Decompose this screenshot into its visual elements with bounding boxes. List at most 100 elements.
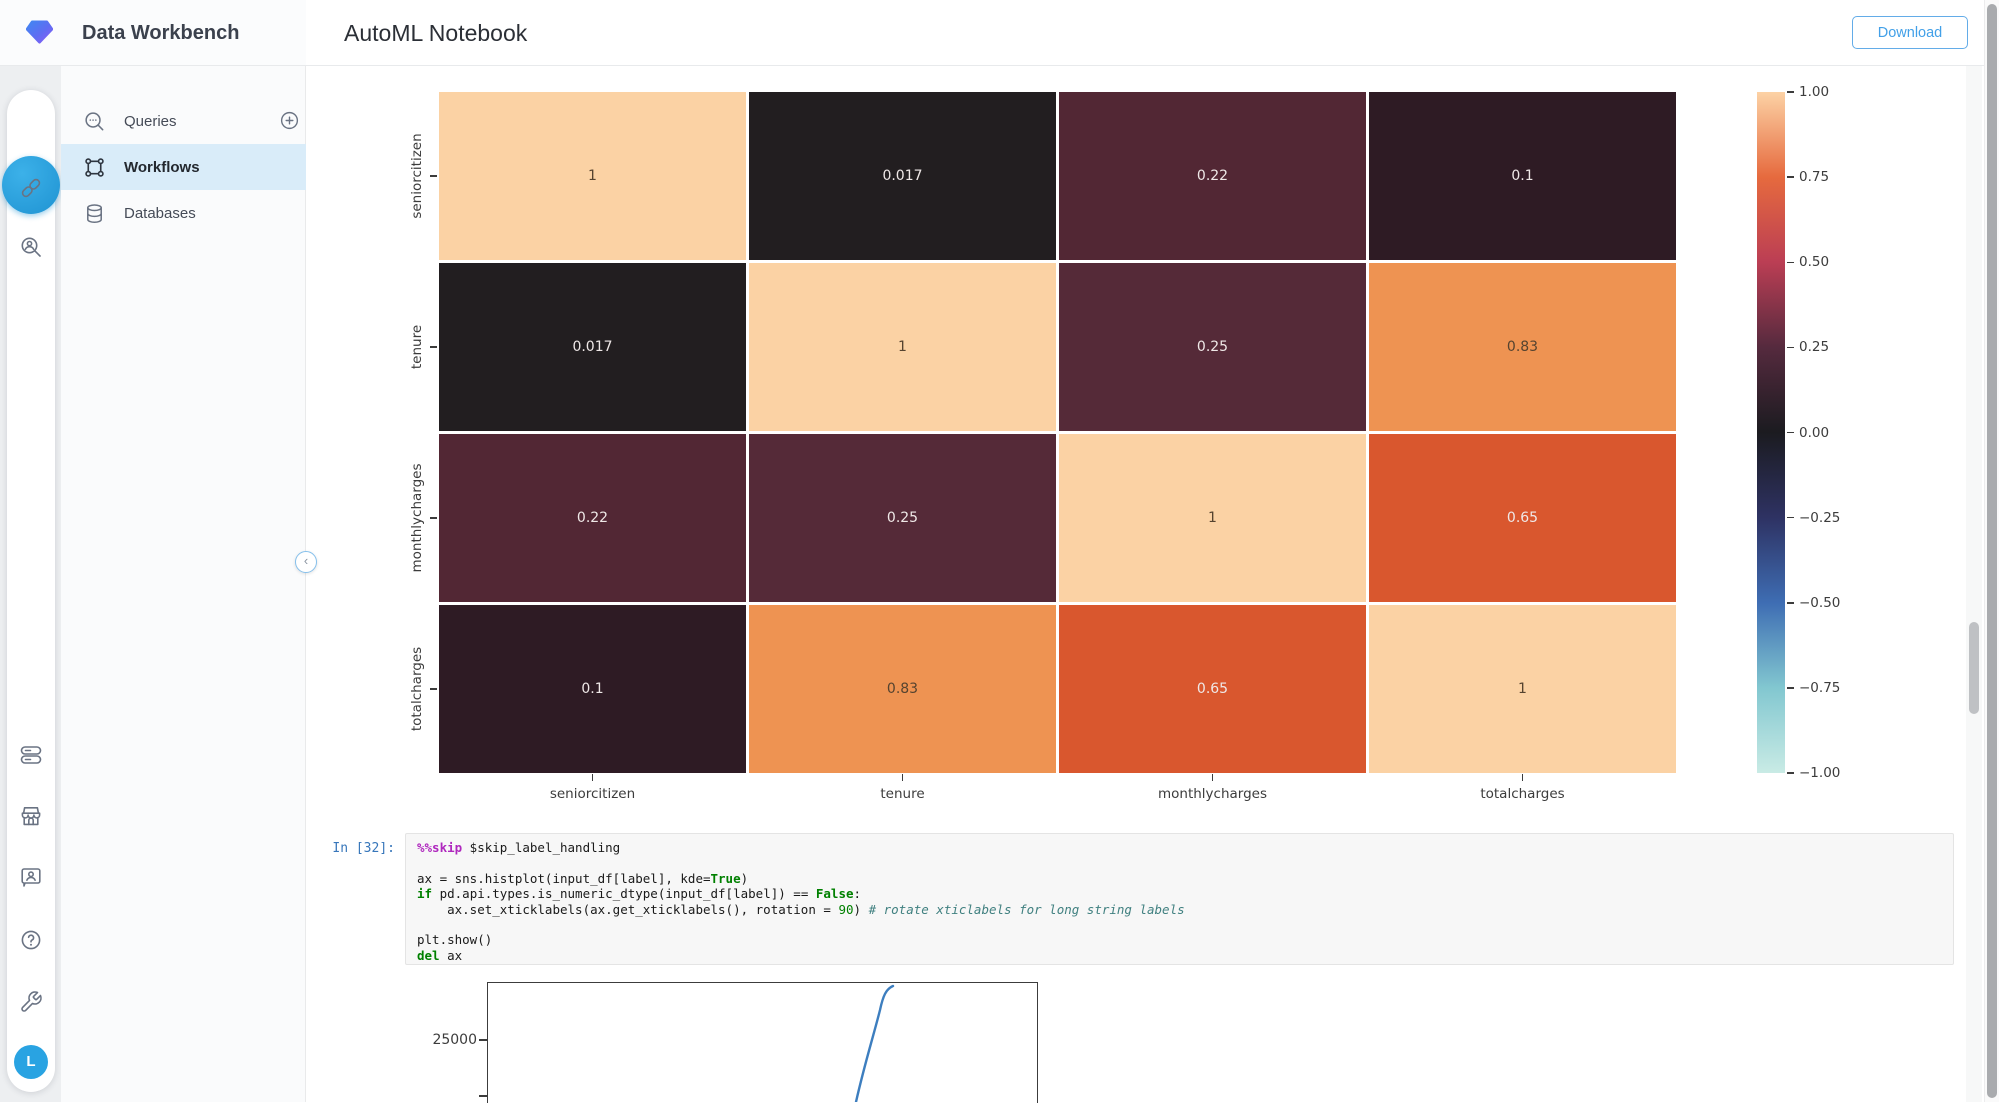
tools-icon[interactable] xyxy=(19,990,43,1014)
heatmap-cell: 0.25 xyxy=(749,434,1056,602)
heatmap-col-tick xyxy=(1521,774,1524,781)
colorbar-tick-label: −1.00 xyxy=(1799,765,1841,781)
queries-search-icon xyxy=(85,111,104,130)
heatmap-cell: 0.1 xyxy=(439,605,746,773)
code-line xyxy=(417,917,1942,932)
sidebar-item-queries[interactable]: Queries xyxy=(61,98,306,144)
heatmap-cell: 0.65 xyxy=(1369,434,1676,602)
code-line: ax = sns.histplot(input_df[label], kde=T… xyxy=(417,870,749,886)
heatmap: 1 0.017 0.22 0.1 0.017 1 0.25 0.83 0.22 0.25 1 0.65… xyxy=(439,92,1676,773)
heatmap-col-label: tenure xyxy=(880,786,925,802)
link-icon[interactable] xyxy=(19,176,43,200)
axis-tick xyxy=(479,1095,487,1097)
sidebar-item-label: Databases xyxy=(124,204,196,222)
code-line: if pd.api.types.is_numeric_dtype(input_d… xyxy=(417,886,862,902)
colorbar-tick-label: −0.75 xyxy=(1799,679,1841,696)
user-avatar[interactable]: L xyxy=(14,1045,48,1079)
content-scrollbar-thumb[interactable] xyxy=(1969,622,1979,714)
marketplace-icon[interactable] xyxy=(19,804,43,828)
heatmap-cell: 0.22 xyxy=(439,434,746,602)
kde-curve xyxy=(854,984,895,1102)
help-icon[interactable] xyxy=(19,928,43,952)
heatmap-row-label: monthlycharges xyxy=(409,463,425,573)
page-title: AutoML Notebook xyxy=(344,20,528,46)
colorbar-tick xyxy=(1787,772,1794,774)
colorbar-tick-label: 0.75 xyxy=(1799,169,1830,186)
add-query-icon[interactable] xyxy=(279,110,300,131)
heatmap-cell: 0.017 xyxy=(439,263,746,431)
cell-execution-prompt: In [32]: xyxy=(332,841,395,856)
colorbar-tick-label: 0.25 xyxy=(1799,339,1830,356)
heatmap-row-label: totalcharges xyxy=(409,646,425,732)
heatmap-cell: 0.1 xyxy=(1369,92,1676,260)
heatmap-row-label: tenure xyxy=(409,324,425,370)
colorbar-tick xyxy=(1787,431,1794,434)
code-editor[interactable]: %%skip $skip_label_handling ax = sns.his… xyxy=(406,834,1953,969)
contact-card-icon[interactable] xyxy=(19,865,43,889)
heatmap-row-tick xyxy=(430,346,437,348)
histogram-figure-frame xyxy=(487,982,1038,1103)
colorbar-tick xyxy=(1787,261,1794,263)
workflow-sync-icon[interactable] xyxy=(15,169,47,264)
code-cell[interactable]: %%skip $skip_label_handling ax = sns.his… xyxy=(405,833,1954,965)
window-scrollbar-thumb[interactable] xyxy=(1987,4,1997,1098)
instances-icon[interactable] xyxy=(19,743,43,767)
brand-name: Data Workbench xyxy=(82,22,240,44)
colorbar-tick xyxy=(1787,176,1794,178)
main-header: AutoML Notebook Download xyxy=(306,0,1999,66)
heatmap-cell: 1 xyxy=(1059,434,1366,602)
heatmap-cell: 0.83 xyxy=(1369,263,1676,431)
heatmap-row-label: seniorcitizen xyxy=(409,133,425,219)
heatmap-col-label: seniorcitizen xyxy=(549,786,636,802)
sidebar-item-label: Workflows xyxy=(124,158,200,176)
databases-icon xyxy=(87,203,102,223)
colorbar-tick-label: 0.00 xyxy=(1799,424,1830,441)
colorbar-tick xyxy=(1787,602,1794,604)
user-search-icon[interactable] xyxy=(19,235,43,259)
heatmap-col-tick xyxy=(591,774,594,781)
heatmap-col-tick xyxy=(901,774,904,781)
sidebar-item-workflows[interactable]: Workflows xyxy=(61,144,306,190)
sidebar-item-databases[interactable]: Databases xyxy=(61,190,306,236)
download-button[interactable]: Download xyxy=(1852,16,1968,49)
heatmap-cell: 0.017 xyxy=(749,92,1056,260)
code-line: %%skip $skip_label_handling xyxy=(417,840,621,855)
code-line: plt.show() xyxy=(417,932,493,948)
icon-rail: L xyxy=(0,66,61,1102)
colorbar-tick xyxy=(1787,687,1794,689)
heatmap-cell: 0.22 xyxy=(1059,92,1366,260)
colorbar-tick xyxy=(1787,346,1794,349)
heatmap-col-label: monthlycharges xyxy=(1157,786,1268,802)
content-scrollbar-track xyxy=(1966,66,1982,1102)
heatmap-colorbar xyxy=(1757,92,1785,773)
brand-logo-icon xyxy=(26,20,53,44)
sidebar-item-label: Queries xyxy=(124,112,177,130)
heatmap-row-tick xyxy=(430,175,437,177)
colorbar-tick-label: −0.50 xyxy=(1799,594,1841,611)
heatmap-cell: 1 xyxy=(1369,605,1676,773)
heatmap-cell: 0.65 xyxy=(1059,605,1366,773)
workflows-icon xyxy=(85,157,104,177)
heatmap-cell: 1 xyxy=(749,263,1056,431)
code-line xyxy=(417,855,1942,870)
heatmap-col-label: totalcharges xyxy=(1480,786,1565,802)
code-line: del ax xyxy=(417,947,463,963)
sidebar-panel: Queries Workflows Databases xyxy=(61,66,306,1102)
heatmap-cell: 0.83 xyxy=(749,605,1056,773)
colorbar-tick xyxy=(1787,91,1794,93)
colorbar-tick-label: 1.00 xyxy=(1799,84,1830,100)
heatmap-row-tick xyxy=(430,688,437,690)
heatmap-col-tick xyxy=(1211,774,1214,781)
heatmap-row-tick xyxy=(430,517,437,519)
histogram-ytick-label: 25000 xyxy=(432,1032,477,1048)
colorbar-tick-label: 0.50 xyxy=(1799,254,1830,271)
colorbar-tick-label: −0.25 xyxy=(1799,509,1841,526)
colorbar-tick xyxy=(1787,516,1794,519)
code-line: ax.set_xticklabels(ax.get_xticklabels(),… xyxy=(417,901,1185,917)
sidebar-collapse-button[interactable]: ‹ xyxy=(295,551,317,573)
heatmap-cell: 1 xyxy=(439,92,746,260)
active-nav-circle xyxy=(2,156,60,214)
heatmap-cell: 0.25 xyxy=(1059,263,1366,431)
axis-tick xyxy=(479,1039,487,1041)
